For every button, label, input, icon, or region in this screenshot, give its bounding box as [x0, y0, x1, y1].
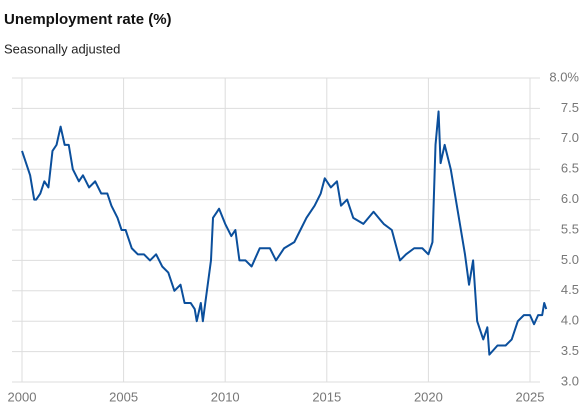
- y-tick-label: 7.0: [561, 130, 579, 145]
- y-tick-label: 6.5: [561, 161, 579, 176]
- x-tick-label: 2025: [516, 389, 545, 404]
- y-tick-label: 5.5: [561, 221, 579, 236]
- y-tick-label: 5.0: [561, 252, 579, 267]
- y-tick-label: 4.0: [561, 313, 579, 328]
- x-tick-label: 2020: [414, 389, 443, 404]
- data-line: [21, 110, 548, 356]
- x-tick-label: 2015: [312, 389, 341, 404]
- chart-title: Unemployment rate (%): [4, 11, 172, 28]
- x-tick-label: 2010: [211, 389, 240, 404]
- x-tick-label: 2005: [109, 389, 138, 404]
- y-tick-label: 8.0%: [549, 69, 579, 84]
- y-tick-label: 4.5: [561, 282, 579, 297]
- y-tick-label: 6.0: [561, 191, 579, 206]
- y-tick-label: 7.5: [561, 100, 579, 115]
- chart-subtitle: Seasonally adjusted: [4, 41, 120, 56]
- y-tick-label: 3.0: [561, 373, 579, 388]
- y-tick-label: 3.5: [561, 343, 579, 358]
- x-tick-label: 2000: [8, 389, 37, 404]
